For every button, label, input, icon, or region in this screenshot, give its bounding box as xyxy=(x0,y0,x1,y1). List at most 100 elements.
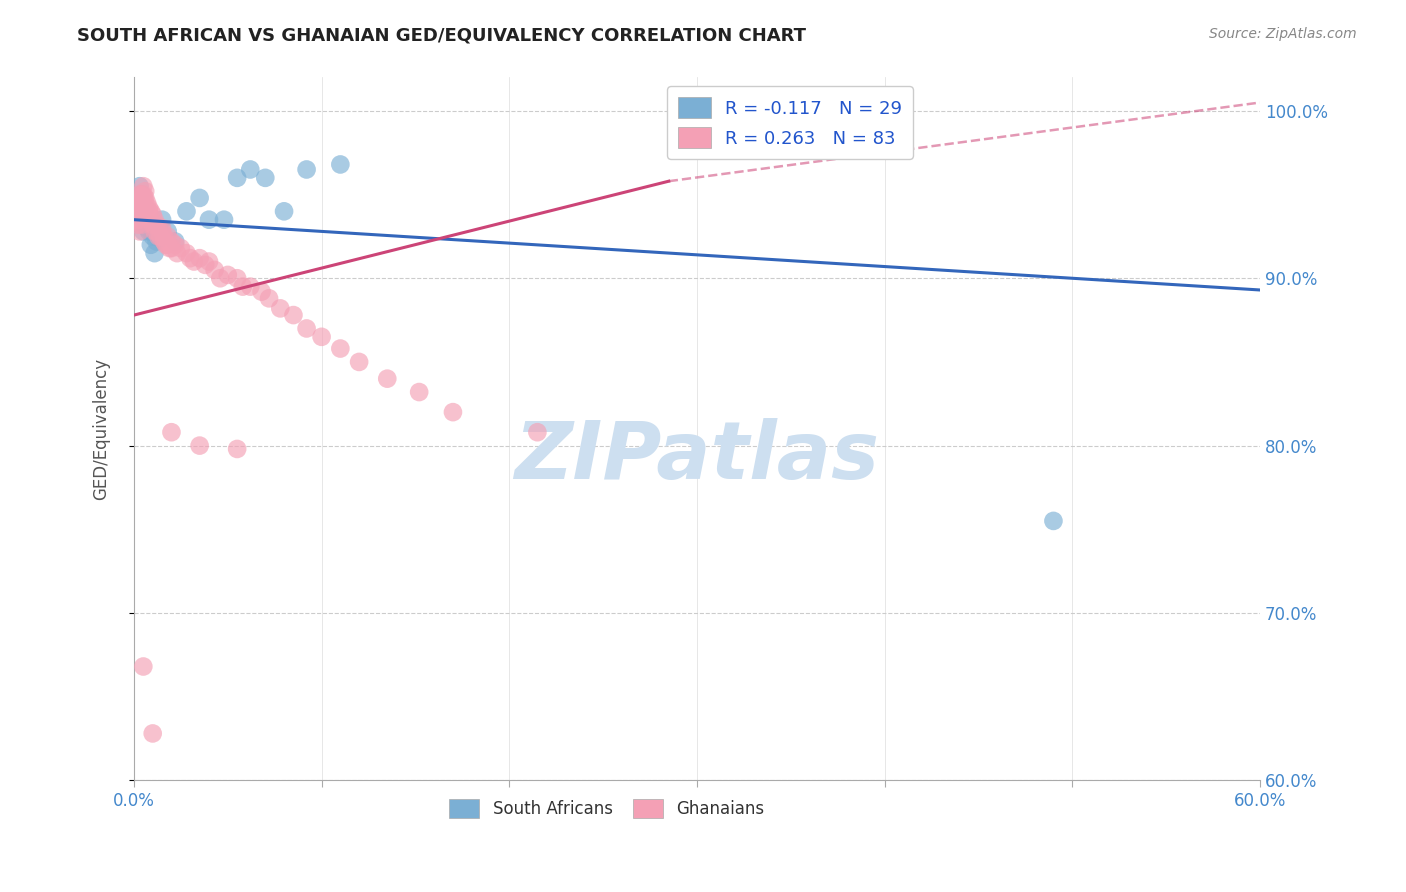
Point xyxy=(145,235,167,249)
Point xyxy=(226,271,249,285)
Y-axis label: GED/Equivalency: GED/Equivalency xyxy=(93,358,110,500)
Point xyxy=(148,221,170,235)
Point xyxy=(239,162,262,177)
Point xyxy=(153,235,176,249)
Point xyxy=(176,246,198,260)
Point xyxy=(134,191,156,205)
Point xyxy=(295,162,318,177)
Point xyxy=(131,218,153,232)
Point xyxy=(198,254,221,268)
Point xyxy=(142,208,165,222)
Point xyxy=(1042,514,1064,528)
Point xyxy=(269,301,291,316)
Point xyxy=(131,187,153,202)
Point xyxy=(212,212,235,227)
Point xyxy=(139,237,162,252)
Point xyxy=(132,659,155,673)
Legend: South Africans, Ghanaians: South Africans, Ghanaians xyxy=(443,792,770,825)
Point xyxy=(138,224,160,238)
Point xyxy=(311,330,333,344)
Point xyxy=(170,241,193,255)
Point xyxy=(283,308,305,322)
Point xyxy=(132,224,155,238)
Point xyxy=(160,241,183,255)
Point xyxy=(156,229,179,244)
Point xyxy=(160,425,183,440)
Point xyxy=(188,439,211,453)
Point xyxy=(128,196,150,211)
Point xyxy=(226,170,249,185)
Point xyxy=(226,442,249,456)
Point xyxy=(408,385,430,400)
Point xyxy=(142,229,165,244)
Point xyxy=(138,212,160,227)
Point xyxy=(441,405,464,419)
Point xyxy=(150,212,173,227)
Point xyxy=(143,224,166,238)
Point xyxy=(204,263,226,277)
Point xyxy=(131,204,153,219)
Point xyxy=(250,285,273,299)
Point xyxy=(217,268,239,282)
Point xyxy=(232,279,254,293)
Text: Source: ZipAtlas.com: Source: ZipAtlas.com xyxy=(1209,27,1357,41)
Point xyxy=(375,372,398,386)
Point xyxy=(183,254,205,268)
Point xyxy=(160,235,183,249)
Point xyxy=(128,191,150,205)
Point xyxy=(188,251,211,265)
Point xyxy=(127,204,149,219)
Point xyxy=(165,237,187,252)
Point xyxy=(127,208,149,222)
Point xyxy=(125,204,148,219)
Point xyxy=(145,218,167,232)
Point xyxy=(239,279,262,293)
Point xyxy=(526,425,548,440)
Point xyxy=(139,212,162,227)
Point xyxy=(128,224,150,238)
Point xyxy=(131,187,153,202)
Point xyxy=(150,224,173,238)
Point xyxy=(347,355,370,369)
Text: SOUTH AFRICAN VS GHANAIAN GED/EQUIVALENCY CORRELATION CHART: SOUTH AFRICAN VS GHANAIAN GED/EQUIVALENC… xyxy=(77,27,806,45)
Point xyxy=(142,218,165,232)
Point xyxy=(127,208,149,222)
Point xyxy=(188,191,211,205)
Point xyxy=(329,342,352,356)
Point xyxy=(132,218,155,232)
Point xyxy=(134,196,156,211)
Point xyxy=(131,196,153,211)
Point xyxy=(131,204,153,219)
Point xyxy=(132,201,155,215)
Point xyxy=(134,184,156,198)
Point xyxy=(165,235,187,249)
Point xyxy=(136,196,159,211)
Point xyxy=(132,187,155,202)
Point xyxy=(134,212,156,227)
Point xyxy=(132,179,155,194)
Point xyxy=(295,321,318,335)
Point xyxy=(198,212,221,227)
Point xyxy=(134,201,156,215)
Point xyxy=(138,204,160,219)
Point xyxy=(131,208,153,222)
Point xyxy=(136,221,159,235)
Point xyxy=(145,224,167,238)
Point xyxy=(153,229,176,244)
Point xyxy=(128,204,150,219)
Point xyxy=(142,726,165,740)
Point xyxy=(159,241,181,255)
Point xyxy=(155,237,177,252)
Point xyxy=(127,218,149,232)
Point xyxy=(329,157,352,171)
Text: ZIPatlas: ZIPatlas xyxy=(515,418,879,496)
Point xyxy=(128,196,150,211)
Point xyxy=(273,204,295,219)
Point xyxy=(176,204,198,219)
Point xyxy=(150,221,173,235)
Point xyxy=(148,229,170,244)
Point xyxy=(128,187,150,202)
Point xyxy=(143,246,166,260)
Point xyxy=(138,201,160,215)
Point xyxy=(127,196,149,211)
